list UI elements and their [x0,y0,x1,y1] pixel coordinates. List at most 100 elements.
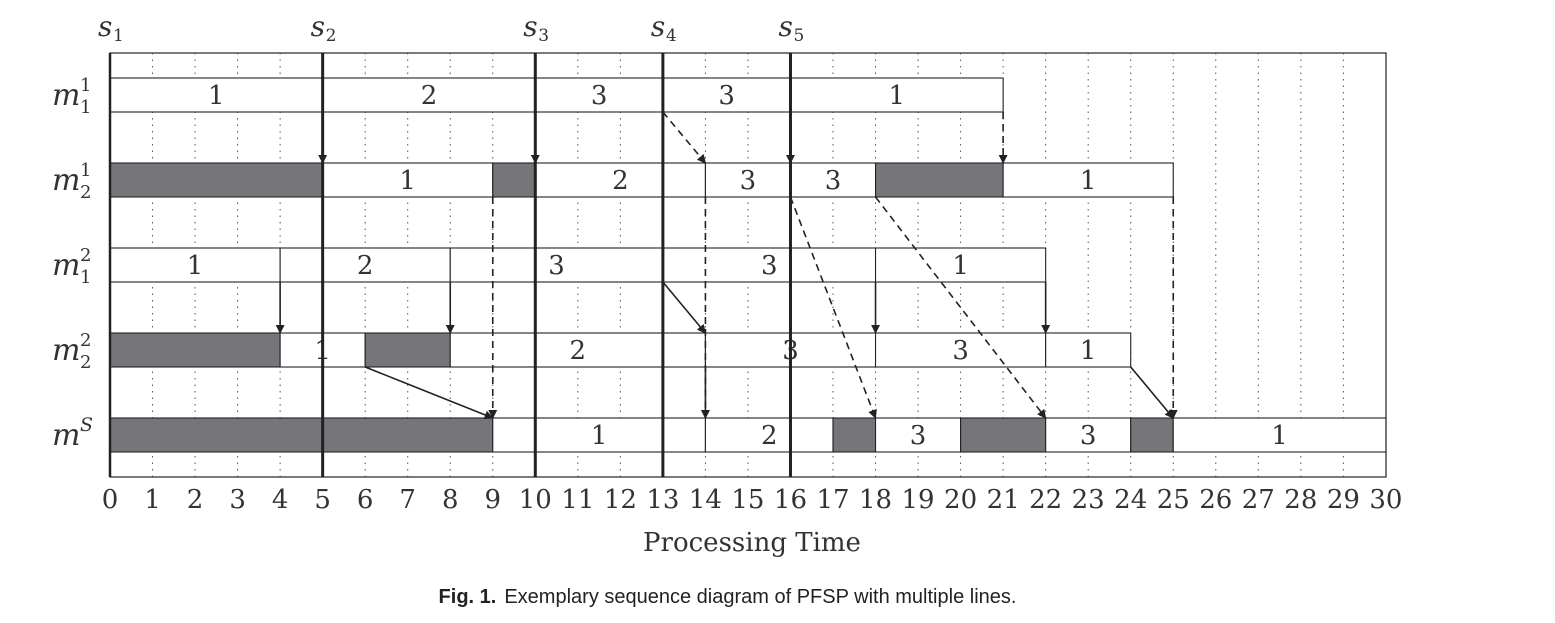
job-label: 1 [1080,166,1097,196]
job-block [279,247,451,283]
x-tick-label: 5 [314,485,331,515]
row-label: m [52,248,80,283]
gantt-chart: 1233112331123311233112331 m11m12m21m22mS… [52,10,1403,558]
row-label-subscript: 2 [80,352,91,373]
x-tick-label: 18 [859,485,892,515]
stage-label-subscript: 2 [326,26,337,46]
job-label: 2 [612,166,629,196]
x-tick-label: 6 [357,485,374,515]
job-label: 1 [1271,421,1288,451]
solid-arrow [662,281,707,334]
x-tick-label: 9 [484,485,501,515]
x-tick-label: 22 [1029,485,1062,515]
job-label: 1 [952,251,969,281]
job-block [1172,417,1387,453]
job-label: 1 [208,81,225,111]
dashed-arrow [789,196,877,419]
row-label-subscript: 1 [80,97,91,118]
stage-label: s [98,10,112,43]
idle-block [832,417,877,453]
job-label: 2 [761,421,778,451]
x-tick-label: 16 [774,485,807,515]
stage-label: s [651,10,665,43]
dashed-arrow [662,111,707,164]
x-tick-label: 0 [102,485,119,515]
solid-arrow [364,366,494,420]
x-tick-label: 8 [442,485,459,515]
dashed-arrow [874,196,1047,419]
stage-label-subscript: 3 [538,26,549,46]
stage-label: s [523,10,537,43]
x-tick-label: 15 [731,485,764,515]
job-block [449,247,664,283]
row-label: m [52,163,80,198]
x-tick-label: 23 [1072,485,1105,515]
job-block [1002,162,1174,198]
job-label: 3 [910,421,927,451]
idle-block [109,417,494,453]
job-block [704,417,834,453]
x-tick-label: 14 [689,485,722,515]
row-label: m [52,78,80,113]
x-tick-labels: 0 1 2 3 4 5 6 7 8 9 10 11 12 13 14 15 16 17 18 19 20 21 22 23 24… [102,485,1403,515]
idle-block [109,162,324,198]
row-label-subscript: 1 [80,267,91,288]
job-block [874,247,1047,283]
precedence-arrows [275,111,1178,420]
job-block [704,162,792,198]
solid-arrow [1130,366,1174,419]
x-tick-label: 17 [816,485,849,515]
job-label: 1 [591,421,608,451]
x-tick-label: 29 [1327,485,1360,515]
job-label: 3 [761,251,778,281]
idle-block [874,162,1004,198]
stage-label-subscript: 4 [666,26,677,46]
x-tick-label: 20 [944,485,977,515]
x-tick-label: 30 [1369,485,1402,515]
job-label: 1 [1080,336,1097,366]
row-label-superscript: S [80,414,93,436]
job-block [1045,417,1132,453]
x-tick-label: 13 [646,485,679,515]
figure-caption: Fig. 1. Exemplary sequence diagram of PFS… [0,586,1455,609]
job-block [322,77,536,113]
row-label: m [52,333,80,368]
x-tick-label: 26 [1199,485,1232,515]
x-tick-label: 2 [187,485,204,515]
job-label: 3 [1080,421,1097,451]
job-label: 3 [718,81,735,111]
x-tick-label: 1 [144,485,161,515]
idle-block [1130,417,1174,453]
job-label: 3 [740,166,757,196]
row-label-superscript: 2 [80,245,91,266]
job-label: 3 [591,81,608,111]
idle-block [492,162,536,198]
row-label-superscript: 1 [80,160,91,181]
job-block [662,247,877,283]
job-block [109,77,324,113]
x-tick-label: 3 [229,485,246,515]
x-tick-label: 12 [604,485,637,515]
stage-label: s [311,10,325,43]
caption-label: Fig. 1. [438,586,497,608]
caption-text: Exemplary sequence diagram of PFSP with … [504,586,1017,608]
job-label: 2 [421,81,438,111]
x-tick-label: 10 [519,485,552,515]
x-tick-label: 4 [272,485,289,515]
job-label: 2 [570,336,587,366]
x-tick-label: 7 [399,485,416,515]
job-label: 2 [357,251,374,281]
job-block [1045,332,1132,368]
row-label-subscript: 2 [80,182,91,203]
x-tick-label: 27 [1242,485,1275,515]
x-tick-label: 28 [1284,485,1317,515]
stage-label: s [778,10,792,43]
job-label: 3 [825,166,842,196]
row-label-superscript: 1 [80,75,91,96]
x-tick-label: 25 [1157,485,1190,515]
schedule-blocks: 1233112331123311233112331 [109,77,1387,453]
idle-block [960,417,1047,453]
stage-label-subscript: 1 [113,26,124,46]
job-block [789,162,877,198]
